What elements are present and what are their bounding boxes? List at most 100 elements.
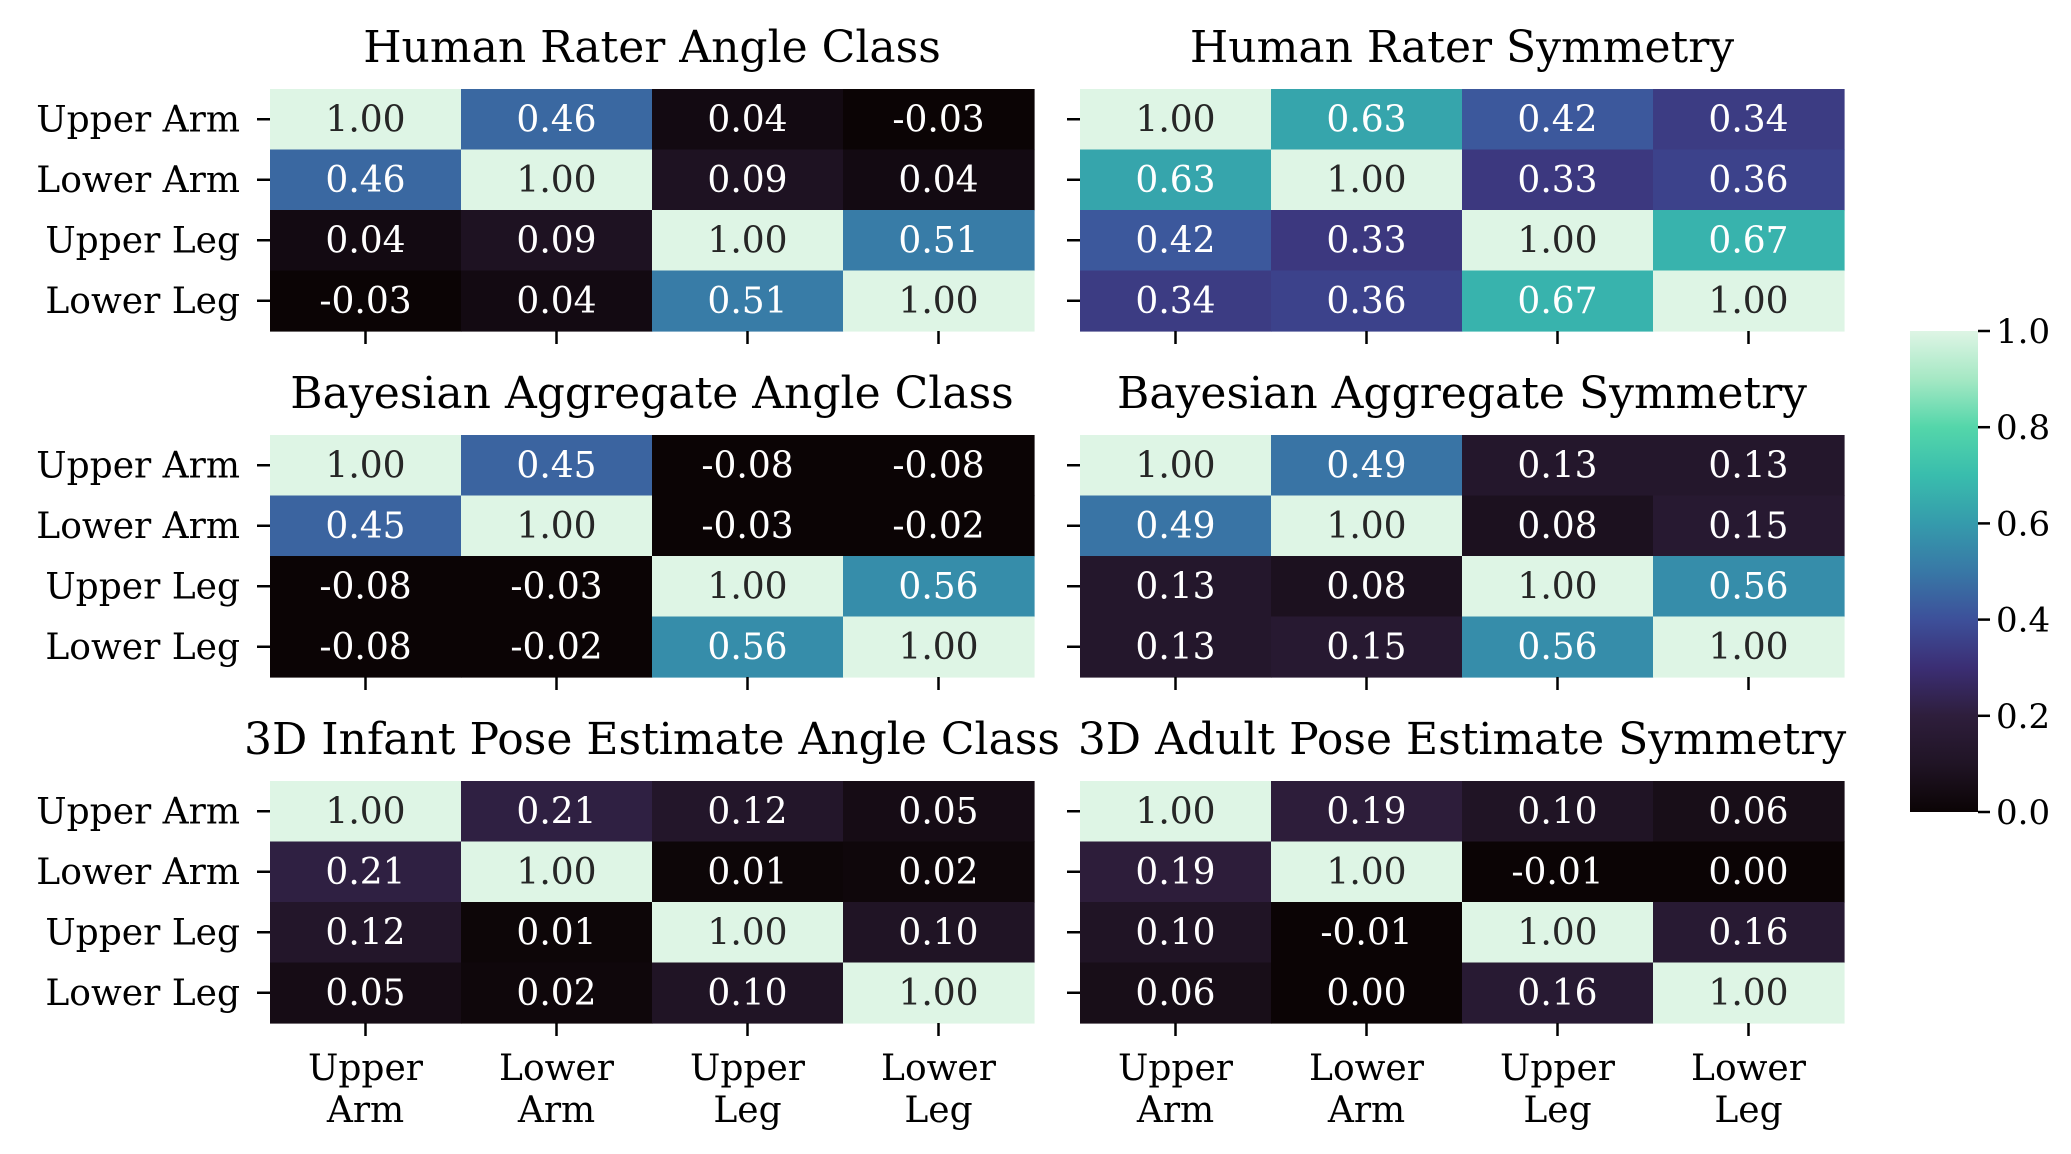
cell-value-label: 1.00: [707, 220, 787, 261]
heatmap-cell: [270, 210, 462, 272]
heatmap-cell: [1080, 841, 1272, 903]
colorbar-tick-label: 0.4: [1996, 601, 2050, 641]
heatmap-cell: [1271, 781, 1463, 843]
heatmap-cell: [270, 495, 462, 557]
heatmap-cell: [1271, 556, 1463, 618]
heatmap-cell: [1080, 89, 1272, 151]
colorbar-tick-label: 1.0: [1996, 312, 2050, 352]
heatmap-cell: [461, 270, 653, 332]
cell-value-label: 0.63: [1135, 160, 1215, 201]
heatmap-cell: [1080, 962, 1272, 1024]
cell-value-label: 1.00: [898, 973, 978, 1014]
heatmap-cell: [1271, 902, 1463, 964]
heatmap-panel: 3D Adult Pose Estimate Symmetry 1.00 0.19 0…: [1067, 714, 1846, 1131]
heatmap-cell: [843, 616, 1035, 678]
heatmap-cell: [1080, 270, 1272, 332]
cell-value-label: 1.00: [1326, 160, 1406, 201]
heatmap-cell: [270, 841, 462, 903]
cell-value-label: 0.04: [325, 220, 405, 261]
heatmap-cell: [270, 435, 462, 497]
cell-value-label: 1.00: [1135, 99, 1215, 140]
cell-value-label: 1.00: [325, 445, 405, 486]
cell-value-label: -0.02: [510, 627, 602, 668]
cell-value-label: 0.16: [1708, 912, 1788, 953]
cell-value-label: 1.00: [1135, 791, 1215, 832]
heatmap-cell: [843, 210, 1035, 272]
cell-value-label: 0.34: [1708, 99, 1788, 140]
heatmap-panel: Bayesian Aggregate Symmetry 1.00 0.49 0.13 0…: [1067, 368, 1845, 690]
heatmap-cell: [461, 902, 653, 964]
cell-value-label: 0.13: [1708, 445, 1788, 486]
panel-title: 3D Infant Pose Estimate Angle Class: [244, 714, 1060, 765]
cell-value-label: 0.06: [1708, 791, 1788, 832]
cell-value-label: 0.45: [516, 445, 596, 486]
cell-value-label: 1.00: [516, 852, 596, 893]
cell-value-label: 0.16: [1517, 973, 1597, 1014]
cell-value-label: 0.56: [1708, 566, 1788, 607]
y-tick-label: Lower Arm: [36, 852, 240, 893]
cell-value-label: 1.00: [1708, 627, 1788, 668]
cell-value-label: -0.01: [1511, 852, 1603, 893]
heatmap-cell: [1653, 210, 1845, 272]
cell-value-label: 0.36: [1326, 281, 1406, 322]
cell-value-label: 0.56: [898, 566, 978, 607]
heatmap-cell: [461, 435, 653, 497]
heatmap-cell: [461, 841, 653, 903]
heatmap-cell: [843, 962, 1035, 1024]
heatmap-cell: [652, 616, 844, 678]
heatmap-cell: [1653, 149, 1845, 211]
heatmap-cell: [461, 962, 653, 1024]
cell-value-label: 0.45: [325, 506, 405, 547]
x-tick-label: Lower Arm: [1309, 1048, 1425, 1131]
cell-value-label: 0.63: [1326, 99, 1406, 140]
y-tick-label: Lower Arm: [36, 506, 240, 547]
cell-value-label: 0.02: [898, 852, 978, 893]
cell-value-label: -0.08: [892, 445, 984, 486]
heatmap-cell: [461, 210, 653, 272]
y-tick-label: Upper Leg: [45, 566, 240, 607]
cell-value-label: -0.02: [892, 506, 984, 547]
y-tick-label: Upper Arm: [36, 791, 240, 832]
x-tick-label: Upper Arm: [308, 1048, 424, 1131]
cell-value-label: 1.00: [1517, 220, 1597, 261]
x-tick-label: Upper Arm: [1118, 1048, 1234, 1131]
cell-value-label: 0.12: [707, 791, 787, 832]
cell-value-label: -0.01: [1320, 912, 1412, 953]
heatmap-cell: [461, 616, 653, 678]
panel-title: Bayesian Aggregate Symmetry: [1117, 368, 1807, 419]
cell-value-label: 0.49: [1326, 445, 1406, 486]
heatmap-cell: [1653, 89, 1845, 151]
cell-value-label: 0.42: [1135, 220, 1215, 261]
y-tick-label: Lower Leg: [45, 973, 240, 1014]
cell-value-label: -0.03: [701, 506, 793, 547]
y-tick-label: Upper Leg: [45, 912, 240, 953]
heatmap-cell: [461, 149, 653, 211]
cell-value-label: 0.13: [1135, 566, 1215, 607]
heatmap-cell: [843, 270, 1035, 332]
heatmap-cell: [843, 435, 1035, 497]
heatmap-cell: [270, 616, 462, 678]
heatmap-cell: [652, 270, 844, 332]
heatmap-cell: [1271, 210, 1463, 272]
heatmap-cell: [1462, 616, 1654, 678]
heatmap-cell: [270, 270, 462, 332]
panel-title: Human Rater Angle Class: [363, 22, 941, 73]
cell-value-label: 0.33: [1326, 220, 1406, 261]
x-tick-label: Upper Leg: [1500, 1048, 1616, 1131]
cell-value-label: 1.00: [325, 791, 405, 832]
cell-value-label: 0.04: [707, 99, 787, 140]
cell-value-label: -0.03: [319, 281, 411, 322]
heatmap-cell: [1653, 435, 1845, 497]
cell-value-label: 0.05: [325, 973, 405, 1014]
cell-value-label: 1.00: [1326, 852, 1406, 893]
cell-value-label: 0.13: [1135, 627, 1215, 668]
heatmap-cell: [1271, 962, 1463, 1024]
heatmap-cell: [652, 210, 844, 272]
heatmap-cell: [1080, 902, 1272, 964]
colorbar-tick-label: 0.2: [1996, 697, 2050, 737]
colorbar-gradient: [1910, 331, 1978, 812]
heatmap-cell: [843, 495, 1035, 557]
cell-value-label: 0.67: [1517, 281, 1597, 322]
cell-value-label: 0.51: [707, 281, 787, 322]
